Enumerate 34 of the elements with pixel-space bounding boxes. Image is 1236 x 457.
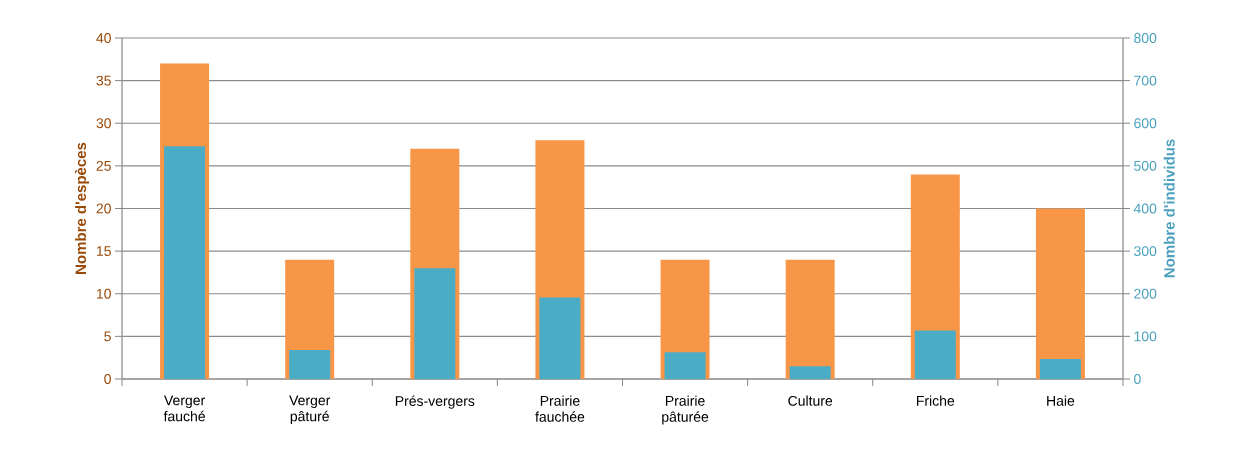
y2-tick-label: 700 [1134, 75, 1157, 86]
bar [1039, 358, 1081, 379]
y-tick-label: 30 [96, 118, 111, 129]
y-axis-title: Nombre d'espèces [74, 142, 90, 274]
y2-tick-label: 0 [1134, 374, 1141, 384]
y-tick-label: 25 [96, 160, 111, 171]
x-tick-label: Culture [788, 395, 833, 406]
y-tick-label: 15 [96, 246, 111, 256]
y2-tick-label: 100 [1134, 331, 1157, 342]
bar [289, 350, 331, 379]
bar [914, 330, 956, 379]
y-tick-label: 35 [96, 75, 111, 86]
x-tick-label: Haie [1047, 395, 1075, 406]
y-tick-label: 0 [104, 374, 111, 384]
x-tick-label: Verger fauché [163, 395, 205, 422]
y2-tick-label: 600 [1134, 118, 1157, 129]
x-tick-label: Prairie pâturée [662, 395, 709, 425]
y2-axis-title: Nombre d'individus [1163, 139, 1175, 278]
x-tick-label: Prés-vergers [395, 395, 475, 409]
y-tick-label: 10 [96, 288, 111, 299]
bar [785, 259, 835, 379]
y-tick-label: 40 [96, 33, 111, 43]
y-tick-label: 20 [96, 203, 111, 214]
y2-tick-label: 400 [1133, 203, 1157, 214]
bar [664, 352, 706, 379]
y-tick-label: 5 [104, 331, 111, 342]
y2-tick-label: 200 [1134, 288, 1157, 299]
x-tick-label: Friche [916, 395, 955, 406]
bar [789, 366, 831, 379]
x-tick-label: Prairie fauchée [535, 395, 585, 422]
x-tick-label: Verger pâturé [289, 395, 331, 425]
y2-tick-label: 800 [1134, 33, 1157, 43]
y2-tick-label: 500 [1134, 160, 1157, 171]
y2-tick-label: 300 [1134, 246, 1157, 257]
